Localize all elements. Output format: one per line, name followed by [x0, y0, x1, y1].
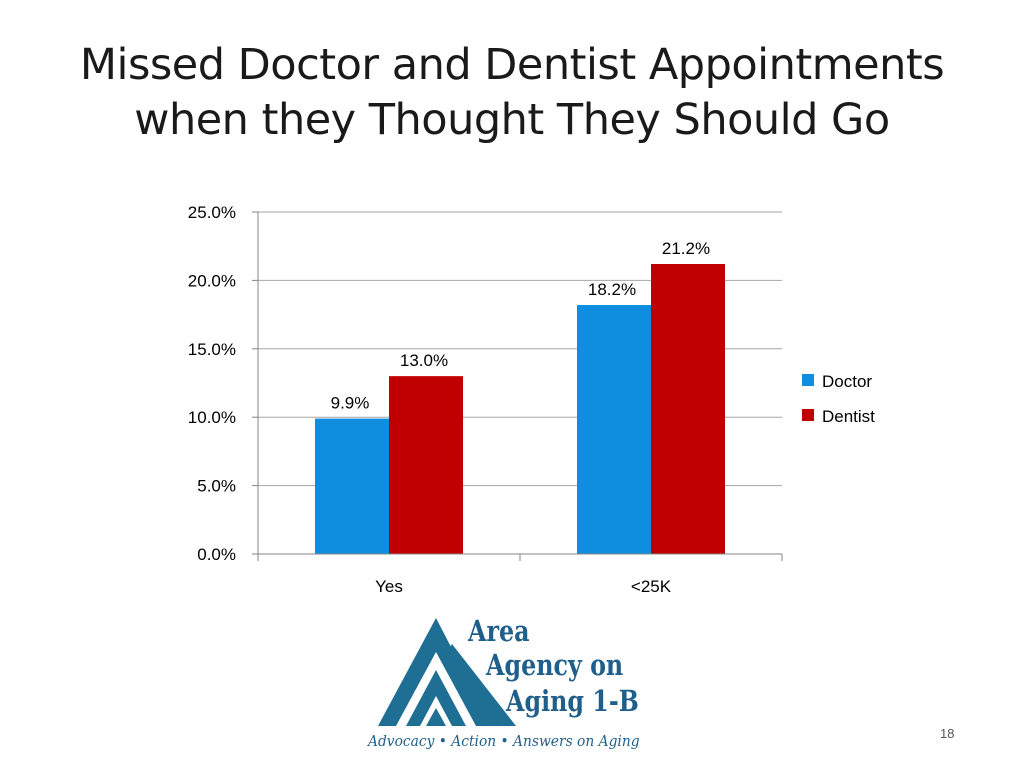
- logo-tagline: Advocacy • Action • Answers on Aging: [368, 732, 640, 750]
- data-label: 21.2%: [662, 239, 710, 258]
- legend-swatch-dentist: [802, 409, 814, 421]
- bar-dentist: [389, 376, 463, 554]
- logo-line-1: Area: [468, 614, 530, 648]
- slide-title-line-1: Missed Doctor and Dentist Appointments: [79, 40, 945, 90]
- y-tick-label: 5.0%: [197, 477, 236, 496]
- bar-doctor: [315, 418, 389, 554]
- x-category-label: <25K: [631, 577, 672, 596]
- mountain-logo-icon: [378, 618, 516, 726]
- legend-label: Doctor: [822, 372, 872, 391]
- y-tick-label: 25.0%: [188, 203, 236, 222]
- logo-line-2: Agency on: [486, 648, 624, 682]
- y-tick-label: 10.0%: [188, 408, 236, 427]
- slide-title-line-2: when they Thought They Should Go: [134, 95, 890, 145]
- data-label: 18.2%: [588, 280, 636, 299]
- data-label: 9.9%: [331, 394, 370, 413]
- data-label: 13.0%: [400, 351, 448, 370]
- bars: [315, 263, 725, 554]
- labels: 0.0% 5.0% 10.0% 15.0% 20.0% 25.0% 9.9% 13.0% Yes…: [188, 203, 710, 596]
- y-tick-label: 0.0%: [197, 545, 236, 564]
- legend: Doctor Dentist: [802, 372, 875, 426]
- y-tick-label: 20.0%: [188, 271, 236, 290]
- area-agency-logo: Area Agency on Aging 1-B Advocacy • Acti…: [366, 614, 666, 756]
- y-tick-label: 15.0%: [188, 340, 236, 359]
- bar-dentist: [651, 263, 725, 554]
- slide-title: Missed Doctor and Dentist Appointments w…: [60, 38, 964, 148]
- bar-doctor: [577, 305, 651, 554]
- logo-line-3: Aging 1-B: [506, 684, 639, 718]
- legend-swatch-doctor: [802, 374, 814, 386]
- x-category-label: Yes: [375, 577, 403, 596]
- bar-chart: 0.0% 5.0% 10.0% 15.0% 20.0% 25.0% 9.9% 13.0% Yes…: [188, 203, 875, 596]
- axes: [252, 211, 783, 561]
- page-number: 18: [940, 726, 955, 741]
- legend-label: Dentist: [822, 407, 875, 426]
